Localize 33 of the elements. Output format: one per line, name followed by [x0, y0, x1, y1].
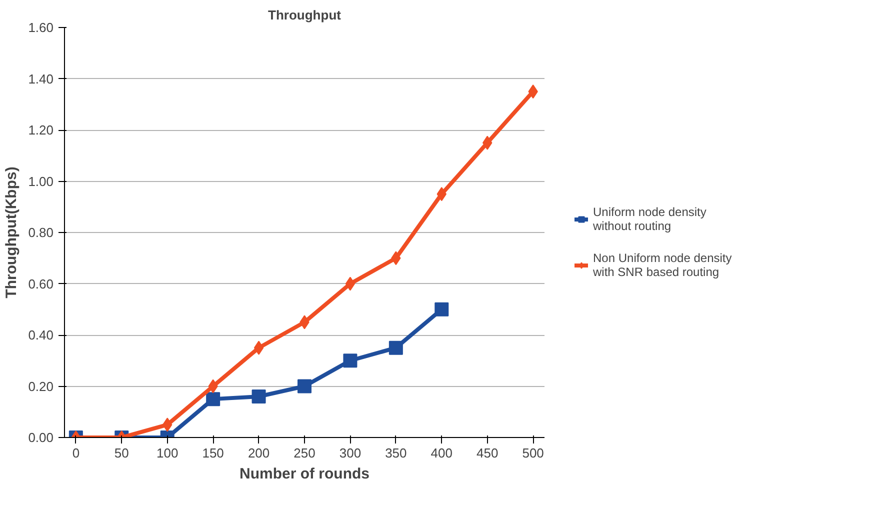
y-axis-title: Throughput(Kbps)	[3, 166, 20, 298]
x-tick-label: 400	[430, 446, 452, 460]
x-tick-label: 0	[72, 446, 80, 460]
y-tick-label: 1.40	[28, 71, 54, 86]
x-tick-label: 50	[114, 446, 129, 460]
y-tick-label: 1.20	[28, 122, 54, 138]
x-tick-label: 300	[339, 446, 362, 460]
x-tick-label: 100	[156, 446, 178, 460]
y-tick-label: 1.00	[28, 174, 54, 189]
point	[345, 276, 356, 291]
x-tick-label: 150	[202, 446, 224, 460]
legend-label: Uniform node density without routing	[593, 205, 706, 233]
chart-title: Throughput	[268, 8, 342, 22]
point	[343, 354, 358, 368]
x-tick-label: 350	[385, 446, 407, 460]
point	[298, 379, 312, 394]
x-axis-title: Number of rounds	[240, 466, 370, 482]
point	[252, 390, 266, 404]
point	[206, 392, 220, 406]
y-tick-label: 0.00	[28, 430, 54, 445]
point	[434, 302, 449, 316]
y-tick-label: 0.60	[28, 276, 54, 292]
y-tick-label: 0.80	[28, 225, 54, 240]
x-tick-label: 250	[294, 446, 316, 460]
point	[254, 340, 264, 355]
point	[388, 340, 403, 355]
x-tick-label: 500	[522, 446, 544, 460]
x-tick-label: 200	[248, 446, 270, 460]
y-tick-label: 0.40	[28, 328, 54, 342]
x-tick-label: 450	[476, 446, 498, 460]
y-tick-label: 1.60	[28, 20, 54, 35]
legend-label: Non Uniform node density with SNR based routing	[593, 251, 732, 279]
y-tick-label: 0.20	[28, 378, 54, 394]
